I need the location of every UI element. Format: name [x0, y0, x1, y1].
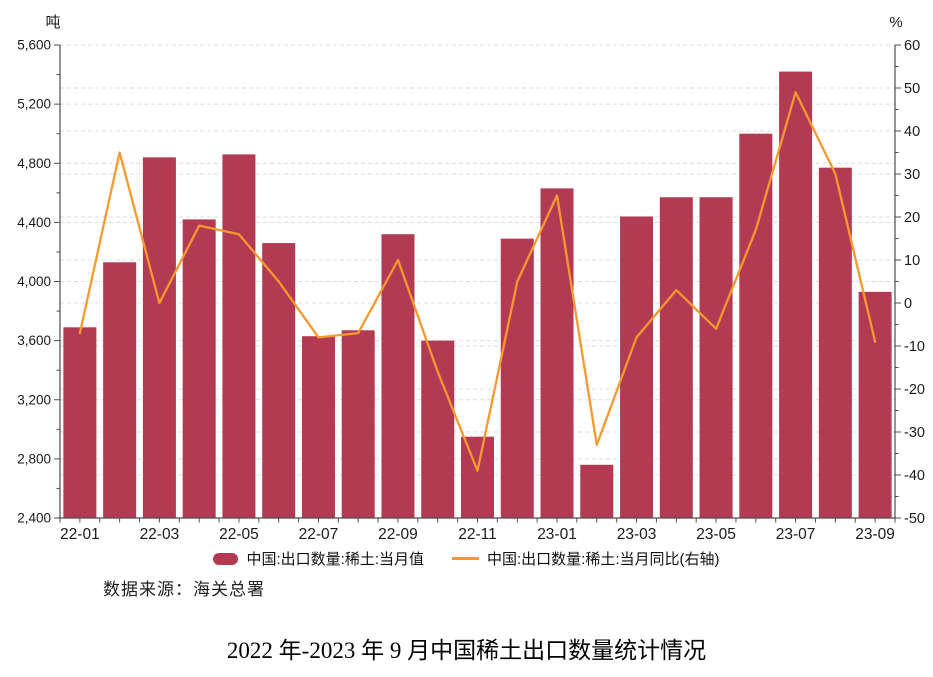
chart-canvas: 5,600 5,200 4,800 4,400 4,000 3,600 3,200 2,800… — [17, 14, 925, 544]
svg-text:23-09: 23-09 — [855, 526, 895, 543]
bar-22-02 — [103, 262, 137, 518]
bar-22-04 — [182, 219, 216, 518]
svg-text:40: 40 — [904, 124, 920, 140]
yoy-line — [78, 91, 877, 472]
svg-text:23-05: 23-05 — [696, 526, 736, 543]
svg-text:-40: -40 — [904, 468, 925, 484]
svg-text:50: 50 — [904, 81, 920, 97]
bar-23-01 — [540, 188, 574, 519]
svg-text:3,200: 3,200 — [17, 392, 51, 407]
legend-item-bar: 中国:出口数量:稀土:当月值 — [213, 548, 424, 569]
svg-text:3,600: 3,600 — [17, 333, 51, 348]
svg-text:-30: -30 — [904, 425, 925, 441]
svg-text:2,800: 2,800 — [17, 451, 51, 466]
bar-22-01 — [63, 327, 97, 518]
svg-text:4,400: 4,400 — [17, 215, 51, 230]
bar-23-08 — [818, 167, 852, 518]
right-axis-unit: % — [889, 14, 902, 31]
bar-23-09 — [858, 291, 892, 518]
bar-23-07 — [779, 71, 813, 518]
svg-text:23-07: 23-07 — [776, 526, 816, 543]
axis-ticks — [54, 44, 901, 523]
bar-series — [63, 71, 892, 519]
bar-series-swatch-icon — [213, 552, 239, 565]
svg-text:23-01: 23-01 — [537, 526, 577, 543]
bar-22-05 — [222, 154, 256, 518]
svg-text:22-03: 22-03 — [140, 526, 180, 543]
svg-text:20: 20 — [904, 210, 920, 226]
bar-23-05 — [699, 197, 733, 518]
svg-text:0: 0 — [904, 296, 912, 312]
bar-22-06 — [262, 243, 296, 518]
axis-labels: 5,600 5,200 4,800 4,400 4,000 3,600 3,200 2,800… — [17, 38, 925, 544]
left-axis-unit: 吨 — [45, 14, 60, 31]
bar-22-07 — [301, 336, 335, 518]
bar-22-08 — [341, 330, 375, 518]
legend-item-line: 中国:出口数量:稀土:当月同比(右轴) — [452, 548, 720, 569]
svg-text:60: 60 — [904, 38, 920, 54]
svg-text:10: 10 — [904, 253, 920, 269]
legend-bar-label: 中国:出口数量:稀土:当月值 — [246, 551, 424, 568]
legend-line-label: 中国:出口数量:稀土:当月同比(右轴) — [487, 551, 720, 568]
svg-text:22-05: 22-05 — [219, 526, 259, 543]
bar-22-10 — [421, 340, 455, 518]
bar-22-11 — [461, 436, 494, 518]
svg-text:22-09: 22-09 — [378, 526, 418, 543]
svg-text:-10: -10 — [904, 339, 925, 355]
bar-22-09 — [381, 234, 415, 518]
bar-22-03 — [142, 157, 176, 518]
svg-text:23-03: 23-03 — [617, 526, 657, 543]
svg-text:22-07: 22-07 — [299, 526, 339, 543]
svg-text:4,000: 4,000 — [17, 274, 51, 289]
chart-legend: 中国:出口数量:稀土:当月值 中国:出口数量:稀土:当月同比(右轴) — [0, 548, 933, 569]
svg-text:-50: -50 — [904, 511, 925, 527]
chart-title: 2022 年-2023 年 9 月中国稀土出口数量统计情况 — [226, 638, 707, 663]
svg-text:5,200: 5,200 — [17, 97, 51, 112]
bar-23-02 — [580, 464, 614, 518]
bar-23-06 — [739, 133, 773, 518]
svg-text:22-01: 22-01 — [60, 526, 100, 543]
data-source-note: 数据来源：海关总署 — [103, 580, 265, 599]
svg-text:-20: -20 — [904, 382, 925, 398]
bar-23-04 — [659, 197, 693, 518]
svg-text:4,800: 4,800 — [17, 156, 51, 171]
svg-text:22-11: 22-11 — [458, 526, 497, 543]
svg-text:30: 30 — [904, 167, 920, 183]
line-series-swatch-icon — [452, 557, 479, 560]
svg-text:5,600: 5,600 — [17, 38, 51, 53]
svg-text:2,400: 2,400 — [17, 511, 51, 526]
